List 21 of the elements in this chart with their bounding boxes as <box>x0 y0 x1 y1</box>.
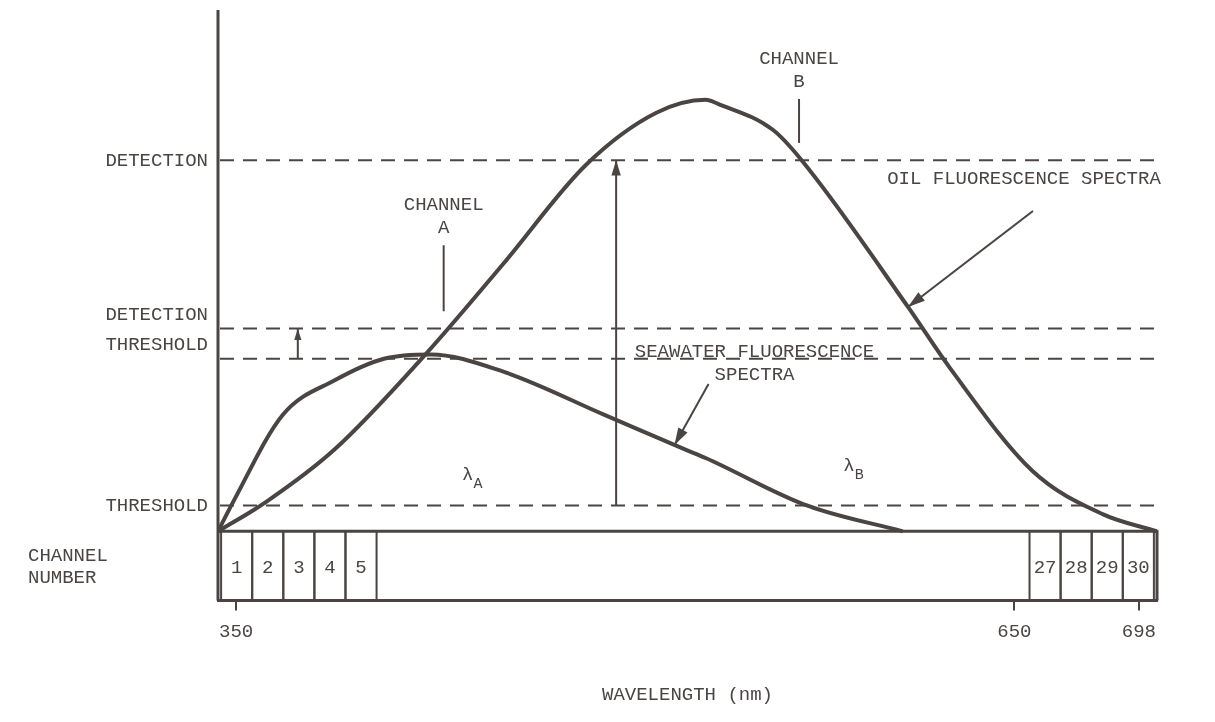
x-axis-title: WAVELENGTH (nm) <box>601 683 774 706</box>
x2-tick-label: 28 <box>1064 556 1088 579</box>
x-tick-label: 698 <box>1121 620 1156 643</box>
annotation: SEAWATER FLUORESCENCE SPECTRA <box>634 341 875 387</box>
x2-tick-label: 30 <box>1126 556 1150 579</box>
x2-tick-label: 1 <box>230 556 243 579</box>
x-tick-label: 350 <box>219 620 254 643</box>
text: CHANNEL B <box>759 47 839 93</box>
x2-axis-title: CHANNEL NUMBER <box>28 544 108 589</box>
ref-line-label: THRESHOLD <box>105 495 208 518</box>
annotation: OIL FLUORESCENCE SPECTRA <box>887 167 1162 190</box>
ref-line-label: DETECTION <box>105 150 208 173</box>
x2-tick-label: 3 <box>293 556 305 579</box>
annotation: CHANNEL A <box>403 194 484 240</box>
x-tick-label: 650 <box>997 620 1032 643</box>
x2-tick-label: 29 <box>1095 556 1119 579</box>
x2-tick-label: 2 <box>262 556 274 579</box>
x2-tick-label: 5 <box>355 556 367 579</box>
x2-tick-label: 27 <box>1033 556 1057 579</box>
ref-line-label: DETECTION THRESHOLD <box>105 303 208 356</box>
x2-tick-label: 4 <box>324 556 336 579</box>
